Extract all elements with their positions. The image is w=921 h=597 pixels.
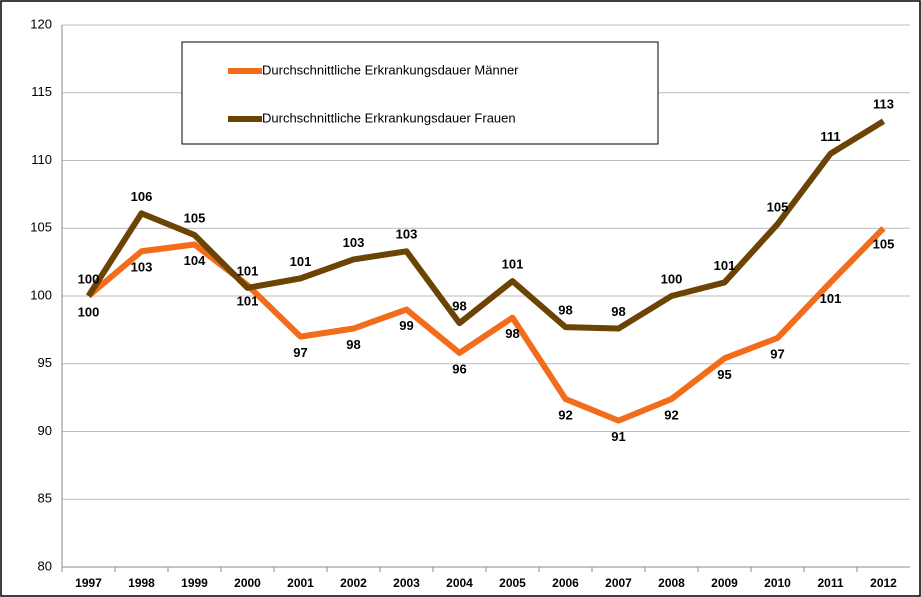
x-tick-label: 2002 xyxy=(340,576,367,590)
y-tick-label: 105 xyxy=(30,220,52,235)
value-label: 111 xyxy=(820,129,840,144)
value-label: 97 xyxy=(770,346,784,361)
value-label: 97 xyxy=(293,345,307,360)
x-tick-label: 2006 xyxy=(552,576,579,590)
value-label: 98 xyxy=(505,326,519,341)
y-tick-label: 110 xyxy=(31,152,52,167)
value-label: 103 xyxy=(343,235,365,250)
y-tick-label: 90 xyxy=(38,423,52,438)
value-label: 98 xyxy=(558,303,572,318)
legend-label: Durchschnittliche Erkrankungsdauer Männe… xyxy=(262,62,519,77)
value-label: 99 xyxy=(399,318,413,333)
value-label: 101 xyxy=(820,291,842,306)
value-label: 100 xyxy=(78,271,100,286)
x-tick-label: 2004 xyxy=(446,576,473,590)
value-label: 95 xyxy=(717,367,731,382)
value-label: 101 xyxy=(237,294,259,309)
value-label: 104 xyxy=(184,253,206,268)
x-tick-label: 2011 xyxy=(817,576,843,590)
value-label: 105 xyxy=(767,200,789,215)
y-tick-label: 120 xyxy=(30,16,52,31)
value-label: 105 xyxy=(873,237,895,252)
y-tick-label: 100 xyxy=(30,287,52,302)
x-tick-label: 1997 xyxy=(75,576,102,590)
value-label: 98 xyxy=(346,337,360,352)
x-tick-label: 1998 xyxy=(128,576,155,590)
y-tick-label: 80 xyxy=(38,558,52,573)
series-line xyxy=(85,118,886,332)
value-label: 96 xyxy=(452,361,466,376)
x-tick-label: 2001 xyxy=(287,576,314,590)
value-label: 98 xyxy=(452,299,466,314)
x-tick-label: 1999 xyxy=(181,576,208,590)
value-label: 101 xyxy=(290,254,312,269)
x-tick-label: 2003 xyxy=(393,576,420,590)
value-label: 103 xyxy=(131,260,153,275)
value-label: 100 xyxy=(661,271,683,286)
value-label: 105 xyxy=(184,210,206,225)
value-label: 113 xyxy=(873,97,894,112)
x-tick-label: 2012 xyxy=(870,576,897,590)
value-label: 101 xyxy=(237,263,259,278)
x-tick-label: 2007 xyxy=(605,576,632,590)
value-label: 92 xyxy=(664,407,678,422)
x-tick-label: 2000 xyxy=(234,576,261,590)
value-label: 106 xyxy=(131,189,153,204)
y-tick-label: 85 xyxy=(38,491,52,506)
x-tick-label: 2009 xyxy=(711,576,738,590)
value-label: 101 xyxy=(502,257,524,272)
value-label: 101 xyxy=(714,258,736,273)
value-label: 92 xyxy=(558,407,572,422)
x-tick-label: 2008 xyxy=(658,576,685,590)
value-label: 103 xyxy=(396,227,418,242)
x-tick-label: 2005 xyxy=(499,576,526,590)
value-label: 100 xyxy=(78,304,100,319)
value-label: 98 xyxy=(611,304,625,319)
y-tick-label: 95 xyxy=(38,355,52,370)
y-tick-label: 115 xyxy=(31,84,52,99)
value-label: 91 xyxy=(611,429,625,444)
legend-label: Durchschnittliche Erkrankungsdauer Fraue… xyxy=(262,110,516,125)
legend-box xyxy=(181,41,659,145)
x-tick-label: 2010 xyxy=(764,576,791,590)
